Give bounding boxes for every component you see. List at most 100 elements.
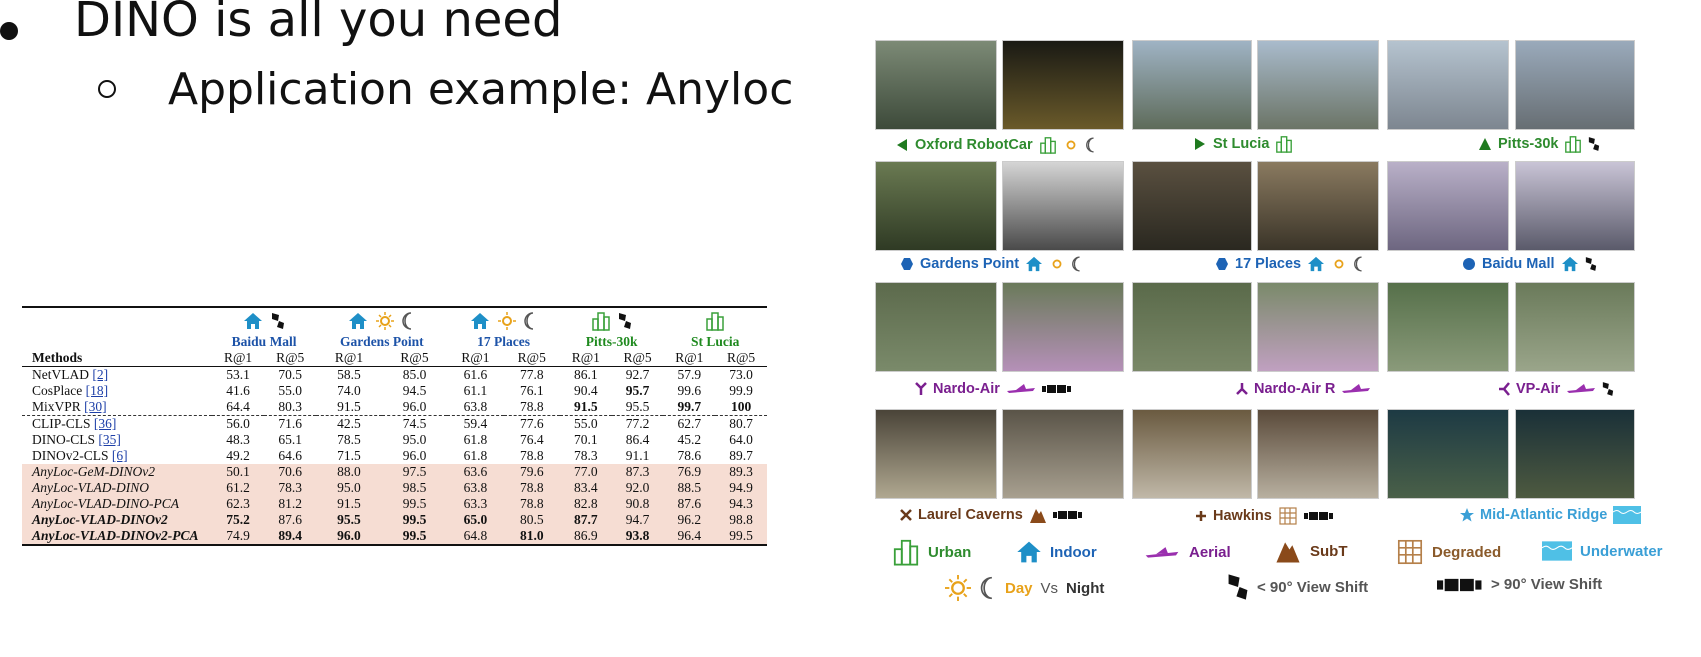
dataset-sample-image xyxy=(1257,161,1379,251)
table-cell: 89.4 xyxy=(264,528,317,544)
caption-text: Hawkins xyxy=(1213,508,1272,524)
underwater-icon xyxy=(1542,541,1572,561)
table-cell: 53.1 xyxy=(226,367,250,382)
method-label: AnyLoc-GeM-DINOv2 xyxy=(32,464,155,479)
method-label: AnyLoc-VLAD-DINO xyxy=(32,480,149,495)
plus-icon xyxy=(1196,511,1206,521)
degraded-icon xyxy=(1397,539,1423,565)
indoor-icon xyxy=(471,313,490,329)
table-cell: 74.0 xyxy=(337,383,361,398)
table-row: CLIP-CLS [36] 56.0 71.6 42.5 74.5 59.4 77.6 55.… xyxy=(22,416,767,432)
dataset-sample-image xyxy=(1387,282,1509,372)
view-shift-large-icon xyxy=(1303,512,1333,520)
table-cell: 77.6 xyxy=(519,416,544,431)
triangle-right-icon xyxy=(1195,138,1205,150)
metric-header-row: Methods R@1 R@5 R@1 R@5 R@1 R@5 R@1 R@5 … xyxy=(22,350,767,367)
table-cell: 80.3 xyxy=(278,399,302,414)
view-shift-large-icon xyxy=(1437,578,1482,591)
table-cell: 59.4 xyxy=(463,416,488,431)
urban-icon xyxy=(1276,136,1293,153)
table-cell: 55.0 xyxy=(278,383,302,398)
table-cell: 86.4 xyxy=(625,432,650,447)
dataset-sample-image xyxy=(1515,40,1635,130)
indoor-icon xyxy=(1017,541,1041,563)
aerial-icon xyxy=(1006,384,1035,393)
sun-icon xyxy=(497,312,516,330)
subt-icon xyxy=(1029,509,1046,523)
urban-icon xyxy=(1565,136,1582,153)
table-cell: 82.8 xyxy=(559,496,612,512)
method-label: DINOv2-CLS xyxy=(32,448,109,463)
table-cell: 81.2 xyxy=(264,496,317,512)
view-shift-small-icon xyxy=(1585,257,1596,271)
legend-night-label: Night xyxy=(1066,579,1105,597)
dataset-sample-image xyxy=(1257,282,1379,372)
table-cell: 93.8 xyxy=(611,528,664,544)
method-label: AnyLoc-VLAD-DINOv2 xyxy=(32,512,168,527)
table-cell: 90.8 xyxy=(611,496,664,512)
method-label: CosPlace xyxy=(32,383,83,398)
table-row: AnyLoc-VLAD-DINOv2-PCA 74.9 89.4 96.0 99.5 64… xyxy=(22,528,767,544)
citation-link[interactable]: [2] xyxy=(92,367,109,382)
citation-link[interactable]: [36] xyxy=(93,416,117,431)
table-cell: 95.5 xyxy=(316,512,382,528)
table-cell: 63.8 xyxy=(463,399,488,414)
table-row: MixVPR [30] 64.4 80.3 91.5 96.0 63.8 78.8 91.5 9… xyxy=(22,399,767,416)
caption-mid-atlantic-ridge: Mid-Atlantic Ridge xyxy=(1460,506,1642,524)
view-shift-large-icon xyxy=(1041,385,1071,393)
table-cell: 64.4 xyxy=(226,399,250,414)
method-name: DINOv2-CLS [6] xyxy=(22,448,212,464)
hexagon-icon xyxy=(901,258,913,270)
citation-link[interactable]: [6] xyxy=(111,448,128,463)
hexagon-icon xyxy=(1216,258,1228,270)
table-cell: 91.5 xyxy=(337,399,361,414)
table-row: DINO-CLS [35] 48.3 65.1 78.5 95.0 61.8 76.4 70.… xyxy=(22,432,767,448)
caption-text: VP-Air xyxy=(1516,381,1561,397)
citation-link[interactable]: [18] xyxy=(85,383,109,398)
table-cell: 57.9 xyxy=(677,367,702,382)
aerial-icon xyxy=(1567,384,1596,393)
metric-header: R@1 xyxy=(663,350,716,367)
caption-nardo-air-r: Nardo-Air R xyxy=(1236,381,1371,397)
dataset-sample-image xyxy=(1132,409,1252,499)
bullet-dot xyxy=(0,22,18,40)
caption-hawkins: Hawkins xyxy=(1195,506,1334,526)
table-cell: 58.5 xyxy=(337,367,361,382)
sun-icon xyxy=(1052,259,1062,269)
table-cell: 98.5 xyxy=(381,480,448,496)
method-name: AnyLoc-VLAD-DINOv2 xyxy=(22,512,212,528)
caption-laurel-caverns: Laurel Caverns xyxy=(900,506,1083,524)
table-cell: 99.5 xyxy=(381,496,448,512)
legend-day-night: Day Vs Night xyxy=(945,575,1104,601)
view-shift-large-icon xyxy=(1052,511,1082,519)
table-cell: 96.2 xyxy=(663,512,716,528)
table-cell: 99.9 xyxy=(729,383,753,398)
table-cell: 85.0 xyxy=(402,367,427,382)
method-name: NetVLAD [2] xyxy=(22,367,212,384)
table-cell: 92.7 xyxy=(625,367,650,382)
table-cell: 62.3 xyxy=(212,496,265,512)
citation-link[interactable]: [35] xyxy=(98,432,121,447)
caption-oxford-robotcar: Oxford RobotCar xyxy=(895,136,1097,154)
tri-arrow-icon xyxy=(915,382,927,395)
caption-text: Mid-Atlantic Ridge xyxy=(1480,507,1608,523)
table-cell: 77.8 xyxy=(519,367,544,382)
triangle-left-icon xyxy=(897,139,907,151)
urban-icon xyxy=(592,312,610,331)
moon-icon xyxy=(1354,256,1362,272)
dataset-17-places: 17 Places xyxy=(477,334,531,349)
moon-icon xyxy=(1085,137,1094,153)
metric-header: R@5 xyxy=(503,350,560,367)
table-row: AnyLoc-VLAD-DINOv2 75.2 87.6 95.5 99.5 65.0 80… xyxy=(22,512,767,528)
table-cell: 63.3 xyxy=(447,496,504,512)
table-cell: 78.5 xyxy=(337,432,361,447)
method-name: CosPlace [18] xyxy=(22,383,212,399)
table-cell: 88.0 xyxy=(316,464,382,480)
dataset-sample-image xyxy=(1002,161,1124,251)
table-row: CosPlace [18] 41.6 55.0 74.0 94.5 61.1 76.1 90.… xyxy=(22,383,767,399)
urban-icon xyxy=(1039,137,1056,154)
caption-text: Pitts-30k xyxy=(1498,136,1559,152)
table-cell: 94.9 xyxy=(715,480,767,496)
table-cell: 61.8 xyxy=(463,432,488,447)
citation-link[interactable]: [30] xyxy=(84,399,107,414)
